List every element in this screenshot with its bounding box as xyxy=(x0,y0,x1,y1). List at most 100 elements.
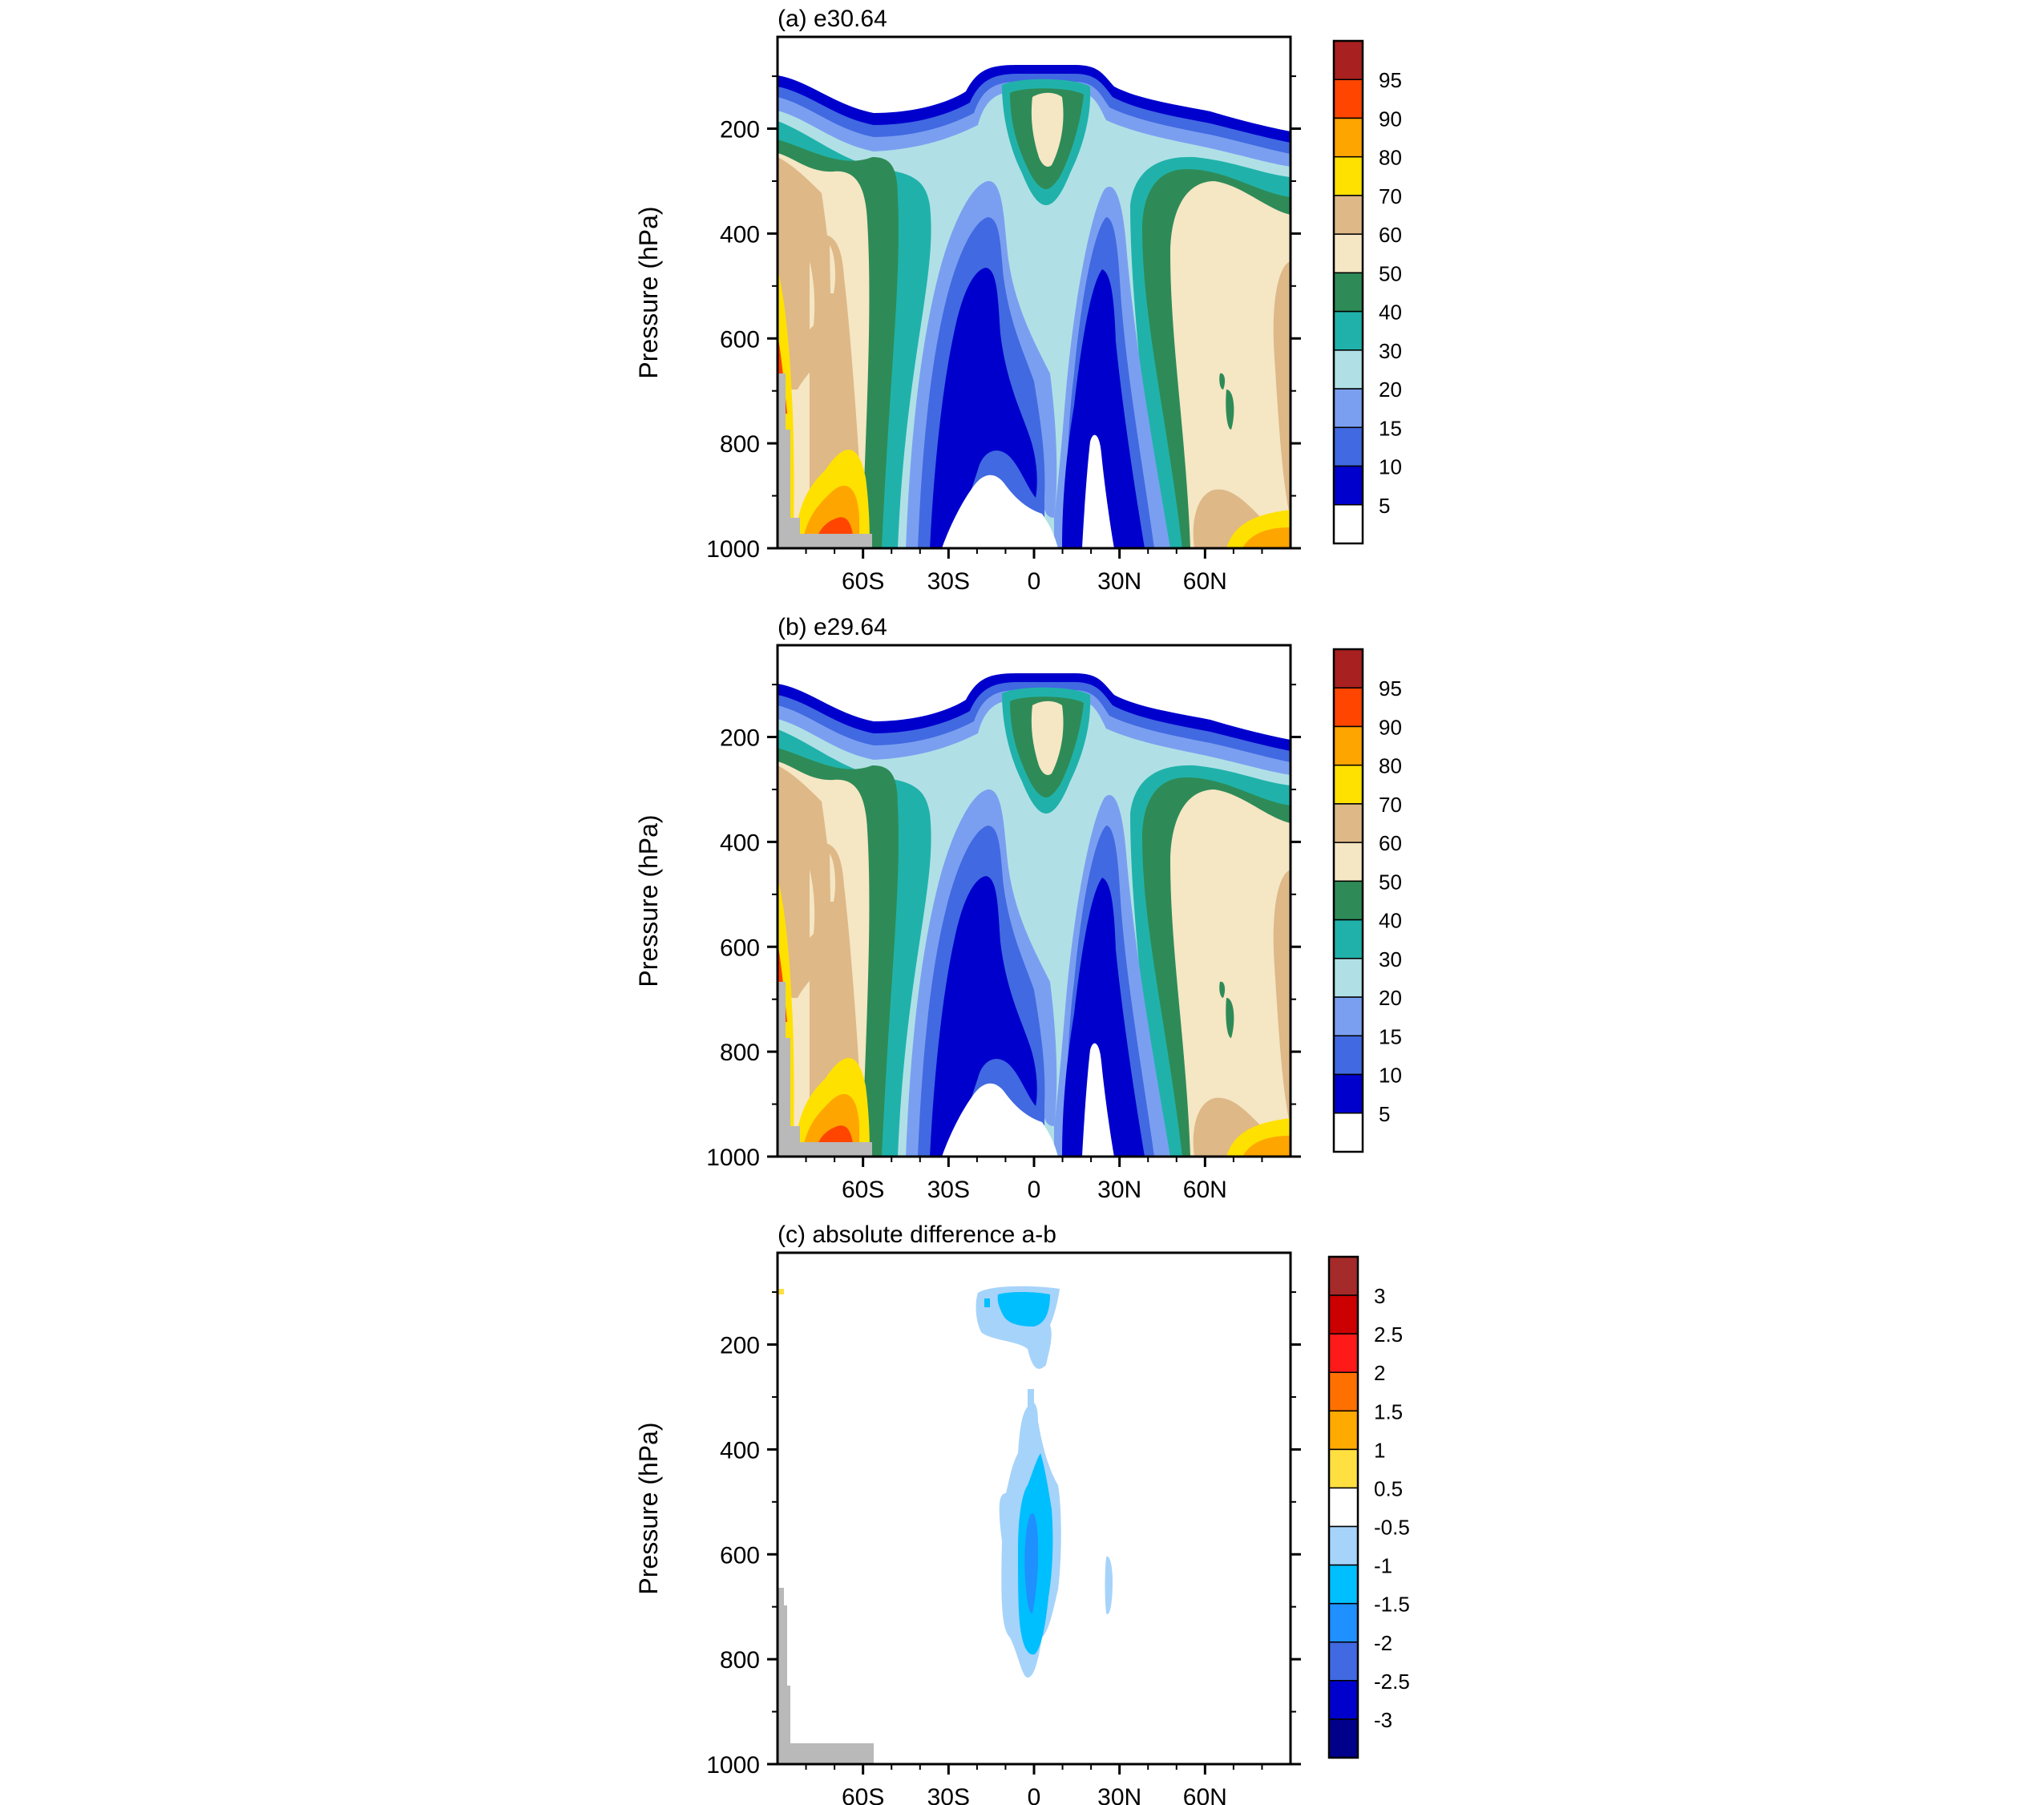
x-tick-label: 60S xyxy=(842,1784,884,1805)
colorbar-label: 20 xyxy=(1379,378,1402,402)
colorbar-label: 70 xyxy=(1379,184,1402,208)
y-tick-label: 400 xyxy=(720,1437,760,1464)
x-tick-label: 30N xyxy=(1097,1177,1141,1203)
colorbar-label: -1 xyxy=(1374,1554,1392,1578)
colorbar-b: 95 90 80 70 60 50 40 30 20 15 10 5 xyxy=(1332,648,1402,1153)
colorbar-box xyxy=(1333,687,1363,728)
colorbar-box xyxy=(1333,388,1363,429)
colorbar-box xyxy=(1333,349,1363,390)
colorbar-box xyxy=(1333,79,1363,119)
y-tick-label: 600 xyxy=(720,1542,760,1569)
colorbar-label: -2.5 xyxy=(1374,1670,1410,1694)
colorbar-label: 80 xyxy=(1379,146,1402,170)
colorbar-box xyxy=(1328,1602,1359,1643)
colorbar-box xyxy=(1333,764,1363,805)
colorbar-label: 60 xyxy=(1379,831,1402,855)
colorbar-label: 80 xyxy=(1379,754,1402,778)
colorbar-label: 3 xyxy=(1374,1284,1385,1308)
colorbar-box xyxy=(1328,1525,1359,1566)
colorbar-label: 5 xyxy=(1379,1102,1390,1126)
colorbar-box xyxy=(1328,1371,1359,1412)
axis-ticks-a: 200 400 600 800 1000 60S 30S 0 30N 60N xyxy=(706,75,1301,595)
colorbar-box xyxy=(1333,40,1363,80)
panel-c: (c) absolute difference a-b Pressure (hP… xyxy=(634,1222,1410,1805)
colorbar-box xyxy=(1328,1294,1359,1335)
colorbar-label: 40 xyxy=(1379,909,1402,933)
x-tick-label: 60S xyxy=(842,568,884,595)
colorbar-a: 95 90 80 70 60 50 40 30 20 15 10 5 xyxy=(1332,39,1402,545)
colorbar-label: 1.5 xyxy=(1374,1399,1403,1423)
colorbar-label: 10 xyxy=(1379,1064,1402,1088)
colorbar-box xyxy=(1333,1112,1363,1153)
colorbar-label: 50 xyxy=(1379,261,1402,285)
y-tick-label: 600 xyxy=(720,935,760,961)
y-tick-label: 200 xyxy=(720,725,760,752)
contour-field-a xyxy=(778,37,1291,548)
y-tick-label: 1000 xyxy=(706,1145,760,1171)
colorbar-label: 5 xyxy=(1379,494,1390,518)
colorbar-box xyxy=(1333,1035,1363,1076)
colorbar-frame xyxy=(1332,39,1364,545)
y-tick-label: 1000 xyxy=(706,536,760,563)
axis-ticks-c: 200 400 600 800 1000 60S 30S 0 30N 60N xyxy=(706,1291,1301,1805)
colorbar-box xyxy=(1328,1487,1359,1528)
colorbar-label: 95 xyxy=(1379,68,1402,92)
axis-ticks-b: 200 400 600 800 1000 60S 30S 0 30N 60N xyxy=(706,684,1301,1203)
colorbar-box xyxy=(1333,155,1363,196)
colorbar-box xyxy=(1333,880,1363,921)
colorbar-label: 10 xyxy=(1379,455,1402,479)
panel-title-b: (b) e29.64 xyxy=(778,614,887,640)
y-tick-label: 400 xyxy=(720,221,760,248)
colorbar-box xyxy=(1333,996,1363,1037)
colorbar-label: 15 xyxy=(1379,416,1402,440)
y-axis-label-c: Pressure (hPa) xyxy=(634,1422,663,1594)
panel-title-a: (a) e30.64 xyxy=(778,6,887,32)
colorbar-box xyxy=(1328,1680,1359,1720)
x-tick-label: 30N xyxy=(1097,568,1141,595)
colorbar-label: -0.5 xyxy=(1374,1516,1410,1540)
colorbar-label: 70 xyxy=(1379,793,1402,817)
x-tick-label: 30S xyxy=(927,568,970,595)
colorbar-box xyxy=(1333,465,1363,506)
colorbar-box xyxy=(1328,1564,1359,1605)
colorbar-c: 3 2.5 2 1.5 1 0.5 -0.5 -1 -1.5 -2 -2.5 -3 xyxy=(1327,1255,1410,1759)
y-tick-label: 1000 xyxy=(706,1752,760,1779)
x-tick-label: 30N xyxy=(1097,1784,1141,1805)
x-tick-label: 30S xyxy=(927,1784,970,1805)
colorbar-label: 1 xyxy=(1374,1438,1385,1462)
colorbar-box xyxy=(1333,725,1363,766)
y-tick-label: 400 xyxy=(720,830,760,856)
panel-a: (a) e30.64 Pressure (hPa) 20040060080010… xyxy=(634,6,1402,595)
colorbar-label: 2.5 xyxy=(1374,1322,1403,1347)
colorbar-box xyxy=(1333,919,1363,959)
colorbar-label: 20 xyxy=(1379,986,1402,1010)
x-tick-label: 60N xyxy=(1183,1177,1227,1203)
colorbar-box xyxy=(1328,1718,1359,1759)
y-tick-label: 800 xyxy=(720,1040,760,1066)
colorbar-box xyxy=(1333,426,1363,467)
colorbar-box xyxy=(1328,1410,1359,1451)
colorbar-label: 60 xyxy=(1379,223,1402,247)
colorbar-label: -3 xyxy=(1374,1708,1392,1732)
colorbar-label: 40 xyxy=(1379,301,1402,325)
colorbar-box xyxy=(1328,1641,1359,1682)
x-tick-label: 60N xyxy=(1183,1784,1227,1805)
colorbar-label: 30 xyxy=(1379,339,1402,363)
colorbar-label: 30 xyxy=(1379,947,1402,971)
y-tick-label: 200 xyxy=(720,117,760,143)
y-tick-label: 800 xyxy=(720,431,760,458)
x-tick-label: 0 xyxy=(1028,1784,1041,1805)
colorbar-label: 15 xyxy=(1379,1024,1402,1048)
colorbar-label: 90 xyxy=(1379,715,1402,739)
x-tick-label: 30S xyxy=(927,1177,970,1203)
colorbar-frame xyxy=(1327,1255,1359,1759)
colorbar-box xyxy=(1333,842,1363,882)
colorbar-label: 90 xyxy=(1379,107,1402,131)
colorbar-box xyxy=(1328,1333,1359,1373)
colorbar-box xyxy=(1333,958,1363,998)
contour-field-b xyxy=(778,645,1291,1157)
colorbar-label: -2 xyxy=(1374,1631,1392,1655)
colorbar-box xyxy=(1333,233,1363,274)
colorbar-box xyxy=(1333,195,1363,235)
